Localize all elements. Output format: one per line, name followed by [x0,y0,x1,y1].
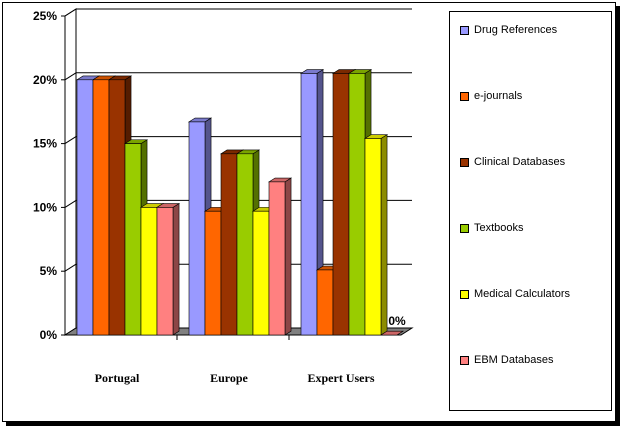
bar-front [124,143,142,336]
legend-label: Medical Calculators [474,288,570,300]
category-label: Expert Users [308,371,375,385]
legend-swatch [460,223,469,233]
bar-front [364,138,382,336]
y-tick-label: 10% [33,200,57,214]
category-label: Portugal [95,371,140,385]
legend-swatch [460,91,469,101]
legend-label: Drug References [474,24,558,36]
bar-front [188,121,206,336]
left-wall [64,8,77,336]
gridline-depth [64,136,77,145]
legend-item: Clinical Databases [460,155,565,169]
bar-front [108,79,126,336]
bar-front [92,79,110,336]
bar-front [220,153,238,336]
bar [363,134,389,336]
bar-chart: 0% 5% 10% 15% 20% 25% Portugal Europe Expert Use… [33,8,414,385]
legend-item: EBM Databases [460,353,553,367]
legend-swatch [460,289,469,299]
bar-side [172,203,180,336]
y-tick-label: 20% [33,73,57,87]
bar-side [284,177,292,336]
legend-label: e-journals [474,90,523,102]
legend-swatch [460,355,469,365]
legend-label: Textbooks [474,222,524,234]
bar [379,330,405,336]
legend-label: EBM Databases [474,354,554,366]
bar-front [300,73,318,336]
legend-swatch [460,157,469,167]
gridline-depth [64,72,77,81]
bar-front [268,181,286,336]
bar-front [348,73,366,336]
bar [267,177,293,336]
bar-front [236,153,254,336]
data-label: 0% [388,314,406,328]
bar-front [204,210,222,336]
legend: Drug References e-journals Clinical Databa… [449,11,612,411]
y-tick-label: 5% [40,264,58,278]
legend-item: Textbooks [460,221,524,235]
bar [155,203,181,336]
bar-front [140,207,158,336]
y-tick-label: 15% [33,137,57,151]
legend-item: Drug References [460,23,557,37]
gridline-depth [64,263,77,272]
gridline-depth [64,199,77,208]
category-label: Europe [210,371,248,385]
bar-top [379,330,405,336]
gridline-depth [64,8,77,17]
bar-front [76,79,94,336]
bar-front [156,207,174,336]
chart-frame: 0% 5% 10% 15% 20% 25% Portugal Europe Expert Use… [2,2,616,422]
legend-label: Clinical Databases [474,156,566,168]
bar-side [380,134,388,336]
legend-item: e-journals [460,89,522,103]
bar-front [316,269,334,336]
bar-front [252,210,270,336]
legend-swatch [460,25,469,35]
bar-front [332,73,350,336]
y-tick-label: 25% [33,9,57,23]
legend-item: Medical Calculators [460,287,570,301]
y-tick-label: 0% [40,328,58,342]
